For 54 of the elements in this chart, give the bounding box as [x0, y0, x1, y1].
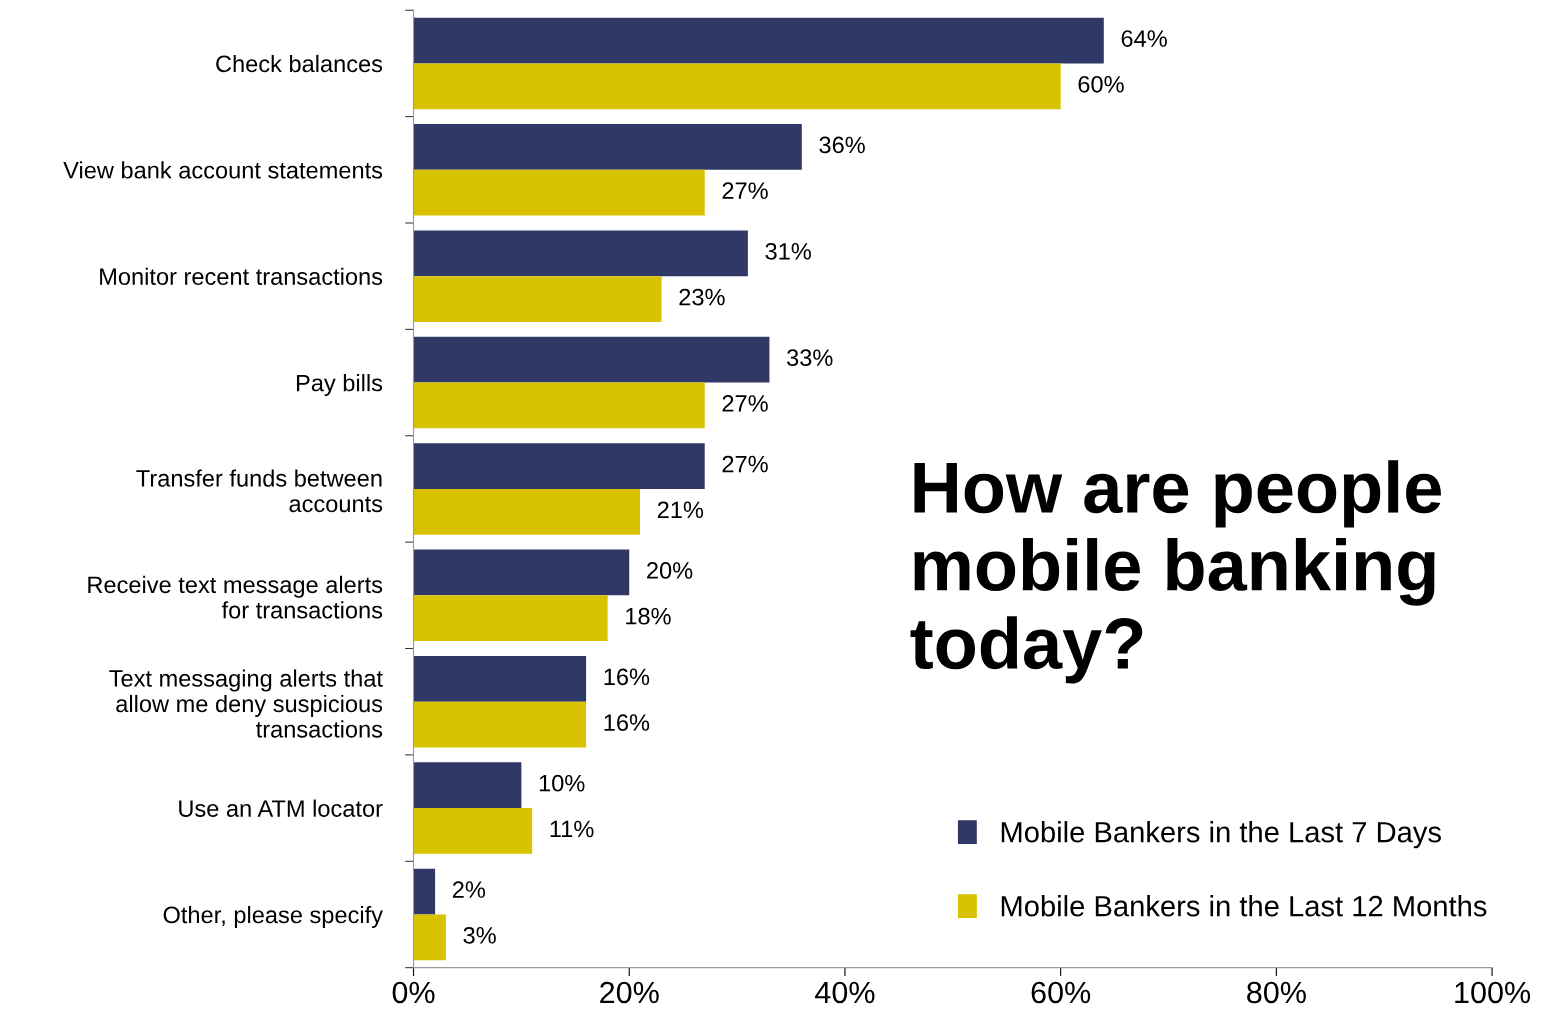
y-tick-label: Transfer funds between accounts: [136, 469, 383, 513]
bar: [413, 276, 662, 322]
x-tick-label: 80%: [1247, 981, 1306, 1004]
data-label: 36%: [819, 136, 865, 154]
y-tick-label: Text messaging alerts that allow me deny suspicious transactions: [109, 669, 383, 738]
data-label: 21%: [657, 501, 704, 519]
data-label: 27%: [722, 395, 768, 412]
data-label: 3%: [463, 926, 496, 944]
bar: [413, 169, 705, 216]
bar: [413, 701, 587, 748]
x-tick-label: 20%: [600, 981, 659, 1004]
y-tick-label: View bank account statements: [63, 161, 383, 179]
data-label: 60%: [1078, 75, 1124, 93]
data-label: 2%: [452, 881, 486, 898]
y-tick-label: Pay bills: [296, 374, 383, 397]
x-tick-label: 0%: [392, 981, 435, 1004]
y-tick-label: Use an ATM locator: [179, 799, 383, 817]
bar: [413, 914, 446, 961]
data-label: 27%: [722, 182, 768, 199]
bar: [413, 382, 705, 429]
bar: [413, 595, 608, 642]
y-tick-label: Check balances: [216, 54, 383, 73]
bar: [413, 868, 436, 915]
bar: [413, 443, 705, 489]
bar: [413, 63, 1061, 110]
bar: [413, 488, 641, 535]
data-label: 23%: [679, 288, 725, 306]
bar: [413, 124, 802, 170]
legend-label: Mobile Bankers in the Last 12 Months: [1001, 895, 1487, 917]
bar: [413, 762, 522, 809]
y-tick-label: Other, please specify: [163, 905, 383, 928]
bar: [413, 808, 533, 854]
y-tick-label: Monitor recent transactions: [100, 267, 383, 285]
data-label: 16%: [604, 714, 650, 731]
x-tick-label: 100%: [1455, 981, 1531, 1004]
data-label: 11%: [550, 820, 594, 838]
data-label: 64%: [1121, 30, 1167, 47]
bar: [413, 549, 630, 596]
data-label: 33%: [787, 349, 833, 367]
data-label: 10%: [539, 774, 585, 792]
y-tick-label: Receive text message alerts for transactions: [88, 575, 383, 619]
data-label: 31%: [765, 242, 811, 260]
bar: [413, 655, 587, 702]
bar: [413, 17, 1104, 64]
x-tick-label: 40%: [815, 981, 875, 1004]
bar: [413, 336, 770, 383]
bar: [413, 230, 748, 277]
data-label: 18%: [626, 607, 671, 625]
text: How are people mobile banking today?: [910, 460, 1441, 684]
data-label: 16%: [604, 668, 650, 686]
x-tick-label: 60%: [1031, 981, 1091, 1004]
data-label: 20%: [647, 562, 693, 579]
data-label: 27%: [722, 455, 768, 473]
legend-label: Mobile Bankers in the Last 7 Days: [1001, 821, 1441, 849]
